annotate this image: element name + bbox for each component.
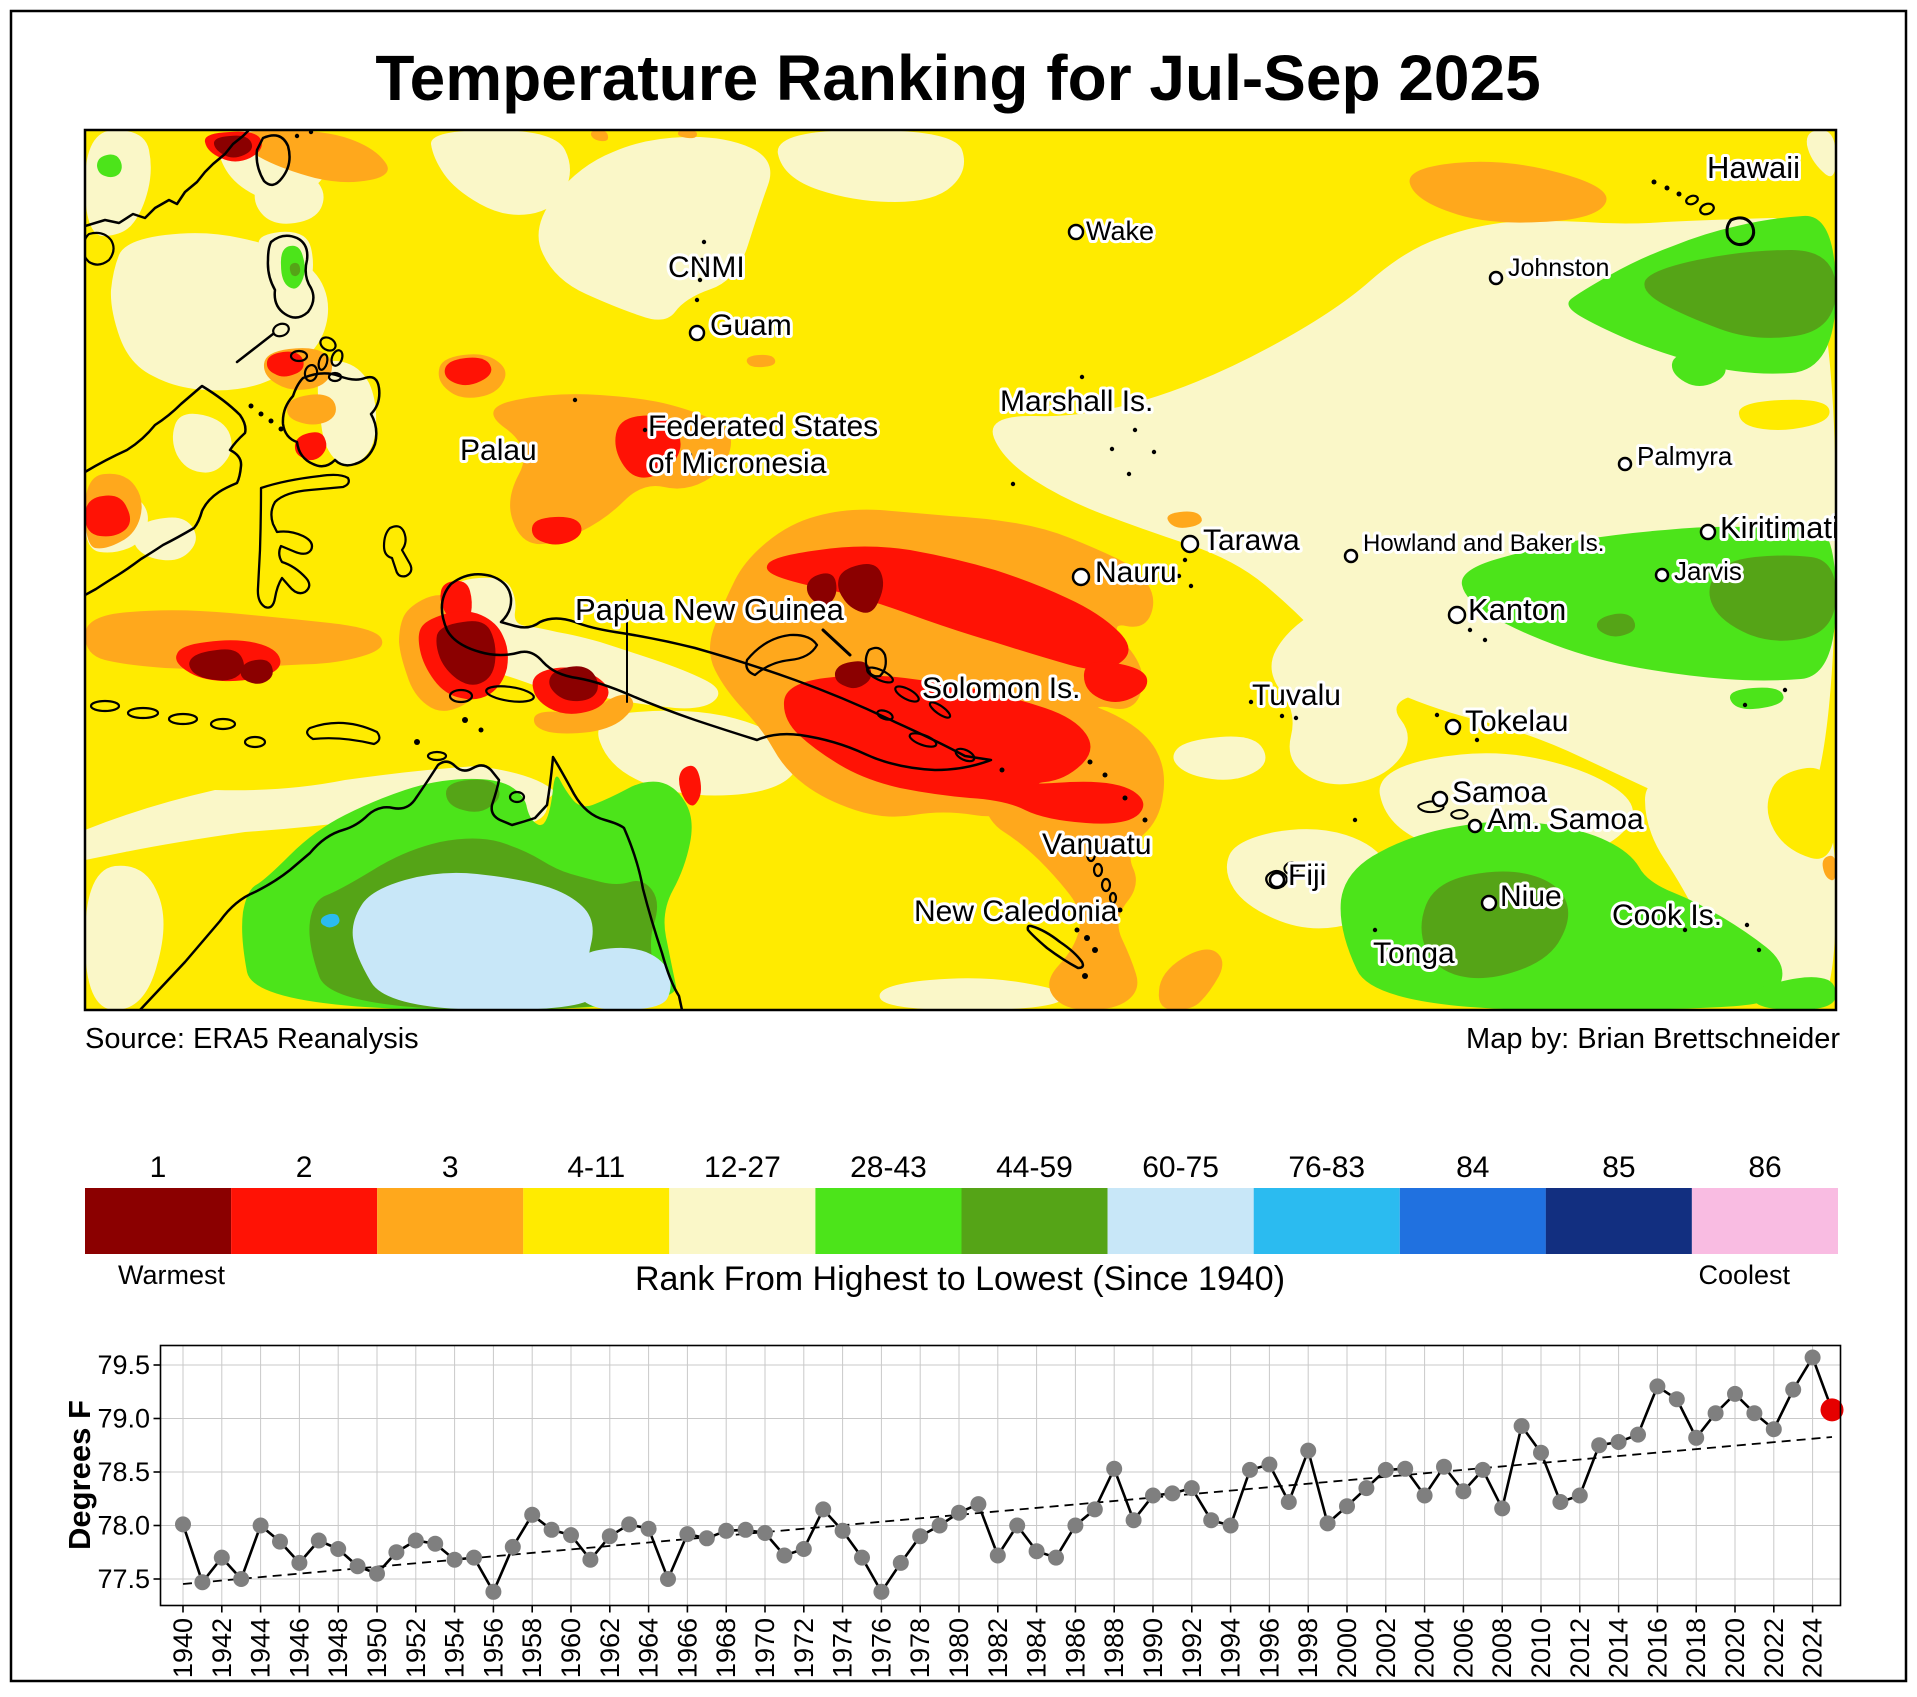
svg-text:4-11: 4-11 <box>567 1151 625 1184</box>
svg-text:Niue: Niue <box>1500 880 1562 913</box>
svg-text:Coolest: Coolest <box>1698 1260 1790 1290</box>
svg-text:1976: 1976 <box>866 1618 896 1678</box>
svg-text:1996: 1996 <box>1254 1618 1284 1678</box>
svg-text:1: 1 <box>150 1151 167 1184</box>
svg-text:Am. Samoa: Am. Samoa <box>1487 803 1644 836</box>
svg-text:1972: 1972 <box>789 1618 819 1678</box>
svg-text:1964: 1964 <box>634 1618 664 1678</box>
svg-text:Kanton: Kanton <box>1468 592 1566 627</box>
svg-text:Federated States: Federated States <box>648 410 878 443</box>
svg-text:Tarawa: Tarawa <box>1203 524 1300 557</box>
svg-text:79.0: 79.0 <box>97 1404 150 1434</box>
svg-text:1940: 1940 <box>168 1618 198 1678</box>
svg-text:2022: 2022 <box>1759 1618 1789 1678</box>
svg-text:Samoa: Samoa <box>1452 776 1547 809</box>
svg-text:Tuvalu: Tuvalu <box>1252 679 1341 712</box>
svg-text:2024: 2024 <box>1798 1618 1828 1678</box>
svg-text:Rank From Highest to Lowest (S: Rank From Highest to Lowest (Since 1940) <box>635 1260 1285 1298</box>
svg-text:79.5: 79.5 <box>97 1350 150 1380</box>
svg-text:Solomon Is.: Solomon Is. <box>922 672 1080 705</box>
svg-text:2020: 2020 <box>1720 1618 1750 1678</box>
svg-text:2006: 2006 <box>1448 1618 1478 1678</box>
svg-text:of Micronesia: of Micronesia <box>648 447 827 480</box>
svg-text:CNMI: CNMI <box>668 251 745 284</box>
svg-text:1980: 1980 <box>944 1618 974 1678</box>
svg-text:85: 85 <box>1602 1151 1635 1184</box>
svg-text:1992: 1992 <box>1177 1618 1207 1678</box>
svg-text:2000: 2000 <box>1332 1618 1362 1678</box>
svg-text:1978: 1978 <box>905 1618 935 1678</box>
svg-text:Fiji: Fiji <box>1288 859 1326 892</box>
svg-text:1954: 1954 <box>440 1618 470 1678</box>
svg-text:Vanuatu: Vanuatu <box>1042 828 1152 861</box>
svg-text:Marshall Is.: Marshall Is. <box>1000 385 1153 418</box>
svg-text:1982: 1982 <box>983 1618 1013 1678</box>
svg-text:2012: 2012 <box>1565 1618 1595 1678</box>
svg-text:Temperature Ranking for Jul-Se: Temperature Ranking for Jul-Sep 2025 <box>375 42 1540 114</box>
svg-text:New Caledonia: New Caledonia <box>914 895 1118 928</box>
svg-text:1988: 1988 <box>1099 1618 1129 1678</box>
svg-text:2018: 2018 <box>1681 1618 1711 1678</box>
svg-text:1948: 1948 <box>323 1618 353 1678</box>
svg-text:1952: 1952 <box>401 1618 431 1678</box>
svg-text:1994: 1994 <box>1216 1618 1246 1678</box>
svg-text:84: 84 <box>1456 1151 1489 1184</box>
svg-text:1960: 1960 <box>556 1618 586 1678</box>
svg-text:Palmyra: Palmyra <box>1637 441 1733 471</box>
svg-text:1958: 1958 <box>517 1618 547 1678</box>
svg-text:2016: 2016 <box>1642 1618 1672 1678</box>
svg-text:1968: 1968 <box>711 1618 741 1678</box>
svg-text:1946: 1946 <box>284 1618 314 1678</box>
svg-text:1970: 1970 <box>750 1618 780 1678</box>
svg-text:78.5: 78.5 <box>97 1457 150 1487</box>
svg-text:1956: 1956 <box>478 1618 508 1678</box>
svg-text:12-27: 12-27 <box>704 1151 781 1184</box>
svg-text:Cook Is.: Cook Is. <box>1612 899 1722 932</box>
svg-text:Source: ERA5 Reanalysis: Source: ERA5 Reanalysis <box>85 1023 419 1055</box>
svg-text:1966: 1966 <box>672 1618 702 1678</box>
svg-text:Degrees F: Degrees F <box>62 1400 97 1550</box>
svg-text:Tokelau: Tokelau <box>1465 705 1568 738</box>
svg-text:28-43: 28-43 <box>850 1151 927 1184</box>
svg-text:1984: 1984 <box>1022 1618 1052 1678</box>
svg-text:Kiritimati: Kiritimati <box>1720 510 1839 545</box>
svg-text:1990: 1990 <box>1138 1618 1168 1678</box>
svg-text:60-75: 60-75 <box>1142 1151 1219 1184</box>
svg-text:2002: 2002 <box>1371 1618 1401 1678</box>
svg-text:Johnston: Johnston <box>1508 254 1609 282</box>
svg-text:44-59: 44-59 <box>996 1151 1073 1184</box>
svg-text:86: 86 <box>1748 1151 1781 1184</box>
svg-text:1974: 1974 <box>828 1618 858 1678</box>
svg-text:2: 2 <box>296 1151 313 1184</box>
svg-text:77.5: 77.5 <box>97 1564 150 1594</box>
svg-text:Jarvis: Jarvis <box>1674 556 1742 586</box>
svg-text:2004: 2004 <box>1410 1618 1440 1678</box>
svg-text:Nauru: Nauru <box>1095 556 1177 589</box>
svg-text:2010: 2010 <box>1526 1618 1556 1678</box>
svg-text:2008: 2008 <box>1487 1618 1517 1678</box>
svg-text:1950: 1950 <box>362 1618 392 1678</box>
svg-text:76-83: 76-83 <box>1288 1151 1365 1184</box>
svg-text:1998: 1998 <box>1293 1618 1323 1678</box>
svg-text:Papua New Guinea: Papua New Guinea <box>575 592 845 627</box>
svg-text:Tonga: Tonga <box>1373 937 1455 970</box>
svg-text:1944: 1944 <box>246 1618 276 1678</box>
svg-text:Hawaii: Hawaii <box>1707 150 1800 185</box>
svg-text:Warmest: Warmest <box>118 1260 225 1290</box>
svg-text:1942: 1942 <box>207 1618 237 1678</box>
svg-text:Palau: Palau <box>460 434 537 467</box>
svg-text:3: 3 <box>442 1151 459 1184</box>
svg-text:Wake: Wake <box>1086 216 1154 246</box>
svg-text:Howland and Baker Is.: Howland and Baker Is. <box>1363 530 1604 557</box>
svg-text:2014: 2014 <box>1604 1618 1634 1678</box>
svg-text:78.0: 78.0 <box>97 1511 150 1541</box>
svg-text:1986: 1986 <box>1060 1618 1090 1678</box>
svg-text:1962: 1962 <box>595 1618 625 1678</box>
svg-text:Map by: Brian Brettschneider: Map by: Brian Brettschneider <box>1466 1023 1840 1055</box>
svg-text:Guam: Guam <box>710 309 792 342</box>
